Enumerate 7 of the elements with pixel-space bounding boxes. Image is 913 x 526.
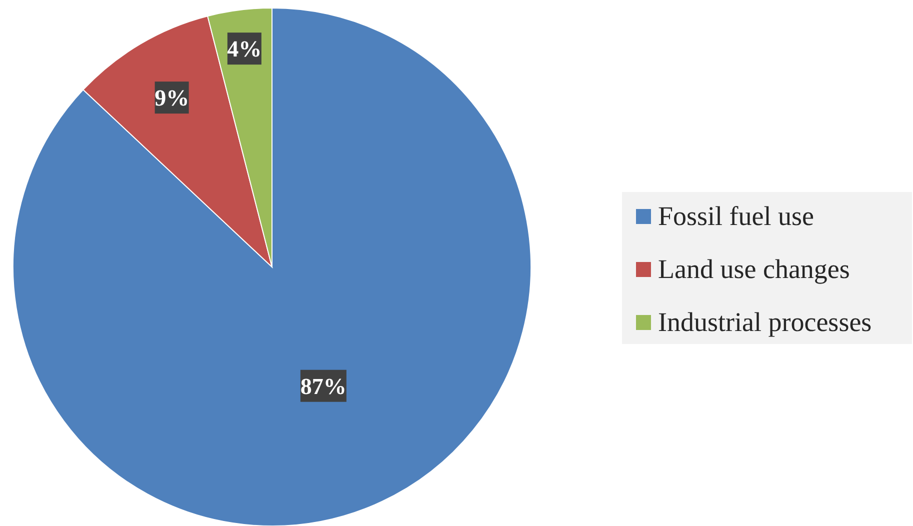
pie-slice [12, 8, 532, 526]
legend-label: Land use changes [658, 254, 850, 284]
legend-label: Fossil fuel use [658, 201, 814, 231]
data-label: 9% [154, 86, 190, 111]
data-label: 87% [300, 374, 346, 399]
data-label: 4% [227, 36, 262, 62]
legend-label: Industrial processes [658, 307, 872, 337]
